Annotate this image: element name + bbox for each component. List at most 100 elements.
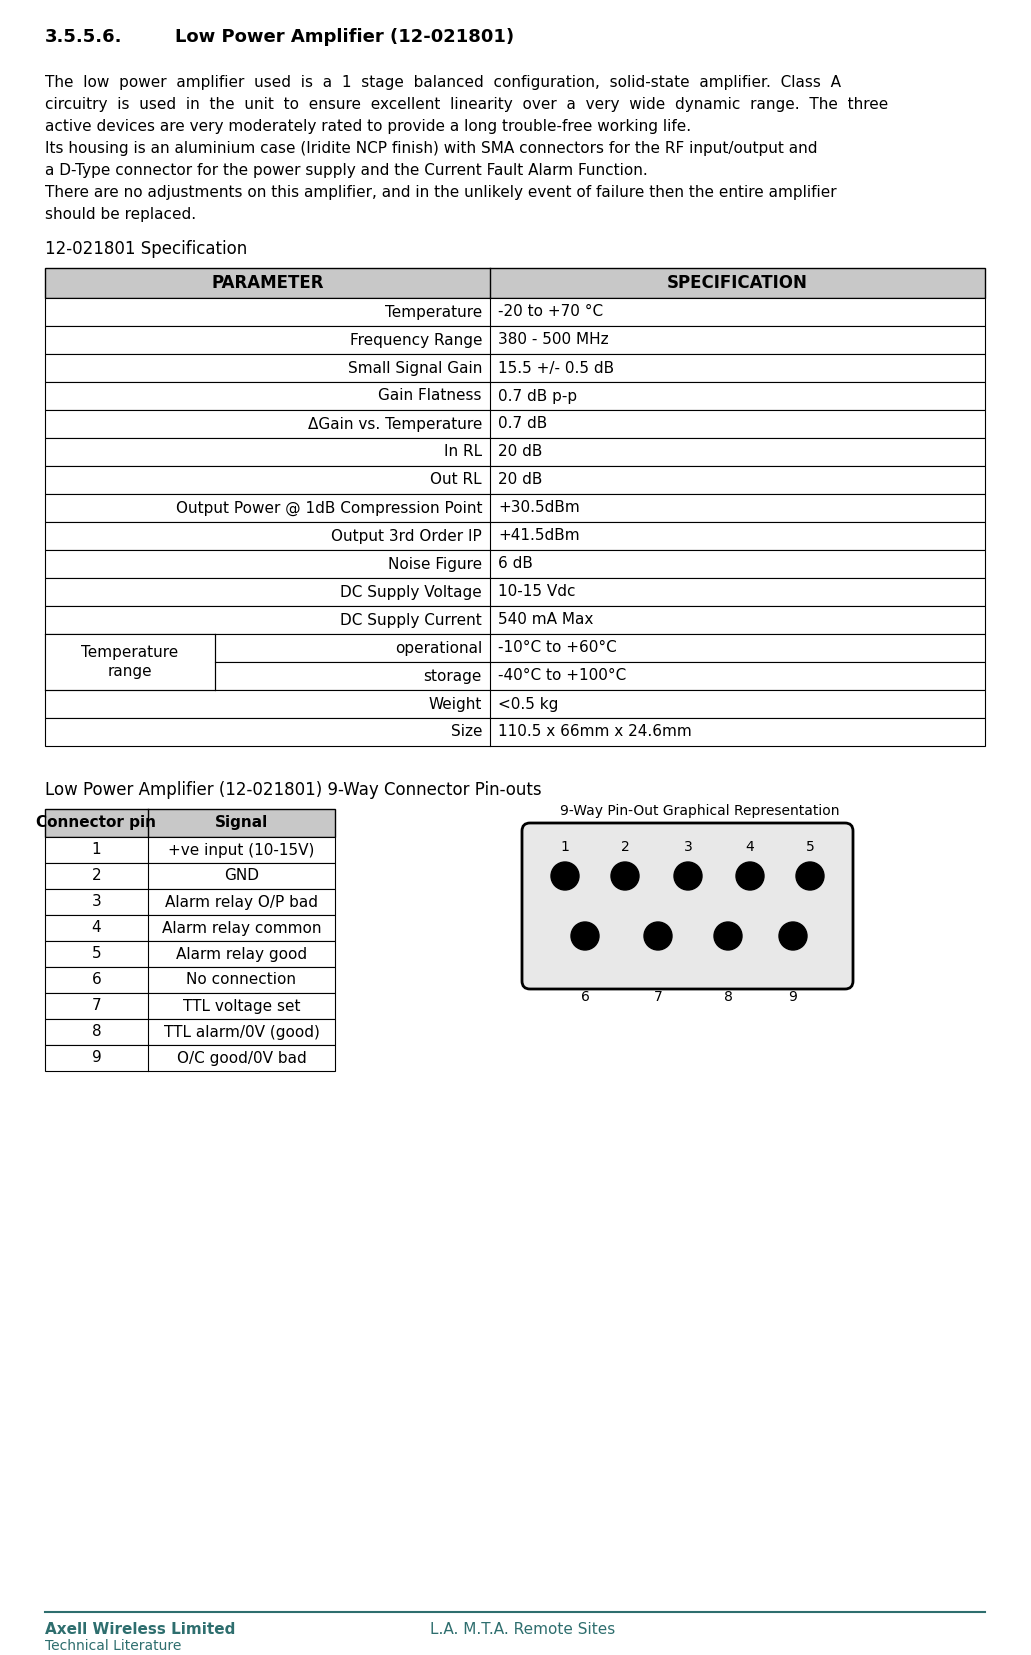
Text: Its housing is an aluminium case (Iridite NCP finish) with SMA connectors for th: Its housing is an aluminium case (Iridit… [45,141,818,156]
Text: Low Power Amplifier (12-021801): Low Power Amplifier (12-021801) [175,28,514,46]
Text: Output 3rd Order IP: Output 3rd Order IP [331,528,483,543]
Circle shape [796,862,824,890]
Bar [45,268,985,298]
Text: Frequency Range: Frequency Range [350,333,483,348]
Text: Alarm relay good: Alarm relay good [176,947,307,962]
Text: ΔGain vs. Temperature: ΔGain vs. Temperature [307,417,483,432]
Bar [45,493,985,521]
Text: In RL: In RL [444,445,483,460]
Text: 1: 1 [92,842,101,857]
Bar [45,862,335,889]
Bar [45,942,335,967]
Text: 7: 7 [654,990,662,1005]
Text: Out RL: Out RL [430,472,483,488]
Text: 9-Way Pin-Out Graphical Representation: 9-Way Pin-Out Graphical Representation [560,804,840,818]
Text: Small Signal Gain: Small Signal Gain [347,361,483,376]
Text: 9: 9 [92,1051,101,1066]
Text: GND: GND [224,869,259,884]
Text: 8: 8 [724,990,732,1005]
Bar [45,634,215,690]
Text: 380 - 500 MHz: 380 - 500 MHz [498,333,608,348]
Bar [45,467,985,493]
Text: Gain Flatness: Gain Flatness [378,389,483,404]
Text: operational: operational [395,640,483,655]
Text: The  low  power  amplifier  used  is  a  1  stage  balanced  configuration,  sol: The low power amplifier used is a 1 stag… [45,74,841,89]
Text: SPECIFICATION: SPECIFICATION [667,275,808,291]
Bar [45,549,985,578]
Circle shape [571,922,599,950]
Text: 5: 5 [805,841,814,854]
Text: <0.5 kg: <0.5 kg [498,697,559,712]
Bar [45,521,985,549]
Text: 9: 9 [789,990,797,1005]
Text: active devices are very moderately rated to provide a long trouble-free working : active devices are very moderately rated… [45,119,691,134]
Text: 3.5.5.6.: 3.5.5.6. [45,28,123,46]
Text: Alarm relay O/P bad: Alarm relay O/P bad [165,894,318,910]
Bar [45,1019,335,1044]
Text: -20 to +70 °C: -20 to +70 °C [498,305,603,319]
Text: 1: 1 [561,841,569,854]
Bar [45,382,985,410]
Circle shape [674,862,702,890]
Text: Technical Literature: Technical Literature [45,1638,181,1653]
Bar [45,809,335,837]
Text: 0.7 dB: 0.7 dB [498,417,547,432]
Text: -40°C to +100°C: -40°C to +100°C [498,669,626,684]
Text: Weight: Weight [429,697,483,712]
Text: Alarm relay common: Alarm relay common [162,920,322,935]
Text: Noise Figure: Noise Figure [388,556,483,571]
Circle shape [736,862,764,890]
FancyBboxPatch shape [522,823,853,990]
Text: O/C good/0V bad: O/C good/0V bad [176,1051,306,1066]
Text: +30.5dBm: +30.5dBm [498,500,579,515]
Text: Signal: Signal [214,816,268,831]
Text: -10°C to +60°C: -10°C to +60°C [498,640,617,655]
Bar [45,439,985,467]
Circle shape [644,922,672,950]
Text: 15.5 +/- 0.5 dB: 15.5 +/- 0.5 dB [498,361,614,376]
Text: a D-Type connector for the power supply and the Current Fault Alarm Function.: a D-Type connector for the power supply … [45,162,647,179]
Text: 5: 5 [92,947,101,962]
Bar [45,690,985,718]
Text: 4: 4 [92,920,101,935]
Text: TTL voltage set: TTL voltage set [182,998,300,1013]
Circle shape [714,922,742,950]
Text: 12-021801 Specification: 12-021801 Specification [45,240,247,258]
Text: 2: 2 [621,841,629,854]
Bar [45,837,335,862]
Bar [45,915,335,942]
Text: Temperature: Temperature [385,305,483,319]
Text: There are no adjustments on this amplifier, and in the unlikely event of failure: There are no adjustments on this amplifi… [45,185,836,200]
Text: 8: 8 [92,1024,101,1039]
Bar [45,634,985,662]
Text: 540 mA Max: 540 mA Max [498,612,594,627]
Text: 3: 3 [92,894,101,910]
Text: storage: storage [424,669,483,684]
Text: Size: Size [451,725,483,740]
Bar [45,967,335,993]
Text: 3: 3 [684,841,693,854]
Text: 2: 2 [92,869,101,884]
Text: 110.5 x 66mm x 24.6mm: 110.5 x 66mm x 24.6mm [498,725,692,740]
Text: 20 dB: 20 dB [498,445,542,460]
Text: Low Power Amplifier (12-021801) 9-Way Connector Pin-outs: Low Power Amplifier (12-021801) 9-Way Co… [45,781,541,799]
Bar [45,326,985,354]
Text: Connector pin: Connector pin [36,816,157,831]
Text: 6: 6 [92,973,101,988]
Text: TTL alarm/0V (good): TTL alarm/0V (good) [164,1024,320,1039]
Text: should be replaced.: should be replaced. [45,207,196,222]
Text: Temperature
range: Temperature range [81,644,178,680]
Text: +ve input (10-15V): +ve input (10-15V) [168,842,314,857]
Text: DC Supply Voltage: DC Supply Voltage [340,584,483,599]
Text: 6 dB: 6 dB [498,556,533,571]
Bar [45,298,985,326]
Text: circuitry  is  used  in  the  unit  to  ensure  excellent  linearity  over  a  v: circuitry is used in the unit to ensure … [45,98,889,113]
Text: Axell Wireless Limited: Axell Wireless Limited [45,1622,235,1637]
Bar [45,410,985,439]
Bar [45,993,335,1019]
Bar [45,718,985,746]
Text: 0.7 dB p-p: 0.7 dB p-p [498,389,577,404]
Bar [45,662,985,690]
Text: PARAMETER: PARAMETER [211,275,324,291]
Text: 6: 6 [580,990,590,1005]
